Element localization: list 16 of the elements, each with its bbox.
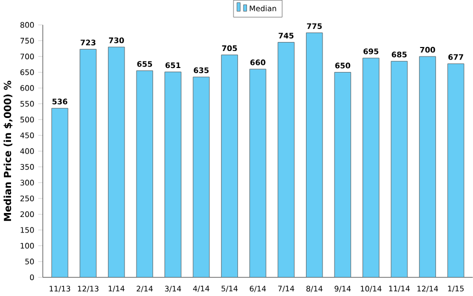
y-axis-title: Median Price (in $,000) % [4, 80, 12, 222]
bar [447, 64, 464, 278]
bar [80, 49, 96, 278]
bar [192, 76, 210, 278]
bar [221, 54, 238, 278]
bar [278, 42, 294, 278]
bar [51, 108, 68, 278]
bar [306, 32, 323, 278]
bar [419, 56, 436, 278]
bar [390, 61, 408, 278]
bar [108, 46, 125, 278]
bar [362, 58, 380, 278]
bar [249, 69, 266, 278]
bar [136, 70, 154, 278]
bar [164, 72, 182, 278]
bar [334, 72, 352, 278]
